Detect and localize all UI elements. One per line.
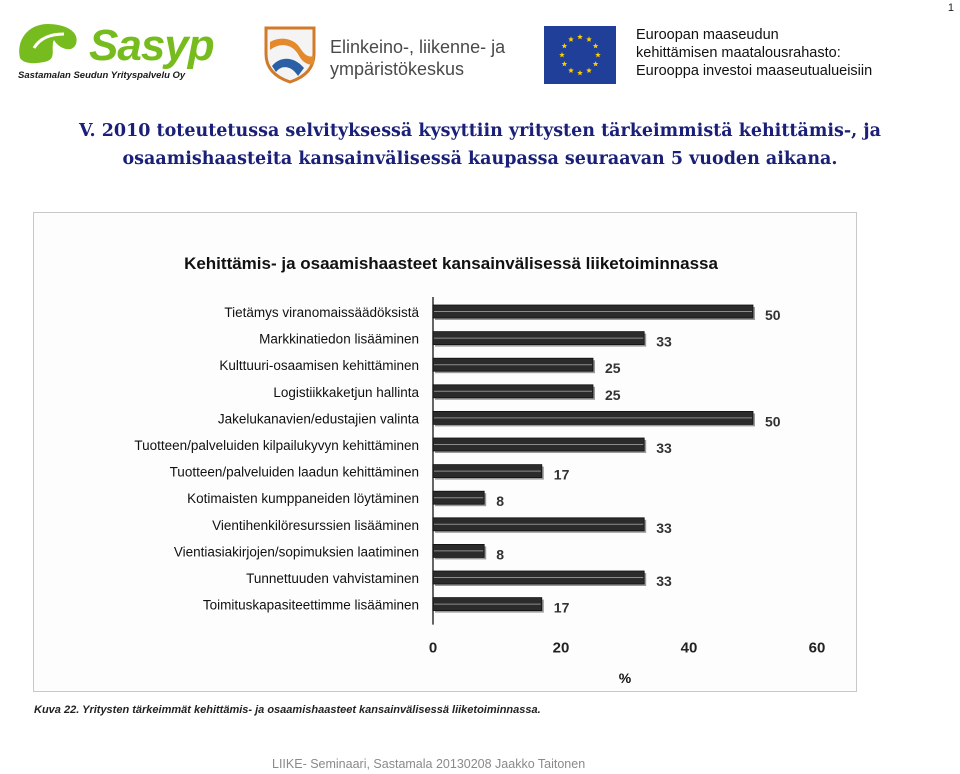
chart-x-tick-label: 60 <box>809 640 826 657</box>
chart-category-label: Tuotteen/palveluiden kilpailukyvyn kehit… <box>134 438 419 453</box>
chart-data-label: 25 <box>605 360 621 376</box>
chart-data-label: 50 <box>765 413 781 429</box>
eu-fund-text: Euroopan maaseudun kehittämisen maatalou… <box>636 26 872 80</box>
chart-category-label: Vientihenkilöresurssien lisääminen <box>212 518 419 533</box>
eu-flag <box>544 26 616 84</box>
slide-title-line1: V. 2010 toteutetussa selvityksessä kysyt… <box>79 121 881 141</box>
eu-star <box>586 36 592 42</box>
chart-data-label: 8 <box>496 546 504 562</box>
eu-star <box>568 67 574 74</box>
eu-star <box>595 52 601 58</box>
chart-category-label: Kulttuuri-osaamisen kehittäminen <box>219 358 419 373</box>
chart-data-label: 25 <box>605 387 621 403</box>
chart-x-axis-label: % <box>619 670 632 686</box>
eu-star <box>577 70 583 76</box>
ely-emblem-icon <box>264 26 316 84</box>
chart-data-label: 50 <box>765 307 781 323</box>
sasyp-leaf-icon <box>19 24 77 64</box>
chart-data-label: 33 <box>656 440 672 456</box>
sasyp-subtitle: Sastamalan Seudun Yrityspalvelu Oy <box>18 70 186 81</box>
eu-star <box>592 61 599 67</box>
chart-data-label: 33 <box>656 573 672 589</box>
chart-x-tick-label: 40 <box>681 640 698 657</box>
chart-data-label: 8 <box>496 493 504 509</box>
eu-stars-icon <box>544 26 616 84</box>
chart-category-label: Toimituskapasiteettimme lisääminen <box>203 598 419 613</box>
chart-category-label: Kotimaisten kumppaneiden löytäminen <box>187 491 419 506</box>
bar-chart: Kehittämis- ja osaamishaasteet kansainvä… <box>134 254 826 686</box>
chart-data-label: 33 <box>656 334 672 350</box>
chart-category-label: Vientiasiakirjojen/sopimuksien laatimine… <box>174 544 419 559</box>
chart-category-label: Tunnettuuden vahvistaminen <box>246 571 419 586</box>
eu-line2: kehittämisen maatalousrahasto: <box>636 45 841 61</box>
slide-title: V. 2010 toteutetussa selvityksessä kysyt… <box>0 117 960 173</box>
chart-caption: Kuva 22. Yritysten tärkeimmät kehittämis… <box>34 704 541 716</box>
chart-title: Kehittämis- ja osaamishaasteet kansainvä… <box>184 254 718 273</box>
eu-line3: Eurooppa investoi maaseutualueisiin <box>636 63 873 79</box>
eu-star <box>592 43 599 49</box>
page-number: 1 <box>947 2 954 14</box>
chart-data-label: 17 <box>554 467 570 483</box>
chart-data-label: 17 <box>554 600 570 616</box>
eu-line1: Euroopan maaseudun <box>636 27 779 43</box>
sasyp-logo: Sasyp Sastamalan Seudun Yrityspalvelu Oy <box>14 18 234 84</box>
eu-star <box>568 36 574 42</box>
ely-line2: ympäristökeskus <box>330 59 465 79</box>
footer: LIIKE- Seminaari, Sastamala 20130208 Jaa… <box>272 757 586 771</box>
chart-category-label: Jakelukanavien/edustajien valinta <box>218 411 420 426</box>
eu-star <box>561 43 568 49</box>
chart-category-label: Tuotteen/palveluiden laadun kehittäminen <box>170 465 419 480</box>
chart-category-label: Markkinatiedon lisääminen <box>259 332 419 347</box>
eu-star <box>586 67 592 74</box>
ely-line1: Elinkeino-, liikenne- ja <box>330 37 506 57</box>
chart-category-label: Tietämys viranomaissäädöksistä <box>224 305 419 320</box>
chart-x-tick-label: 0 <box>429 640 437 657</box>
slide-title-line2: osaamishaasteita kansainvälisessä kaupas… <box>122 149 838 169</box>
ely-name: Elinkeino-, liikenne- ja ympäristökeskus <box>330 36 505 80</box>
chart-data-label: 33 <box>656 520 672 536</box>
eu-star <box>561 61 568 67</box>
chart-x-tick-label: 20 <box>553 640 570 657</box>
eu-star <box>577 34 583 40</box>
sasyp-name: Sasyp <box>89 21 215 70</box>
chart-frame: Kehittämis- ja osaamishaasteet kansainvä… <box>33 212 857 692</box>
eu-star <box>559 52 565 58</box>
chart-category-label: Logistiikkaketjun hallinta <box>273 385 419 400</box>
ely-logo: Elinkeino-, liikenne- ja ympäristökeskus <box>258 20 538 86</box>
